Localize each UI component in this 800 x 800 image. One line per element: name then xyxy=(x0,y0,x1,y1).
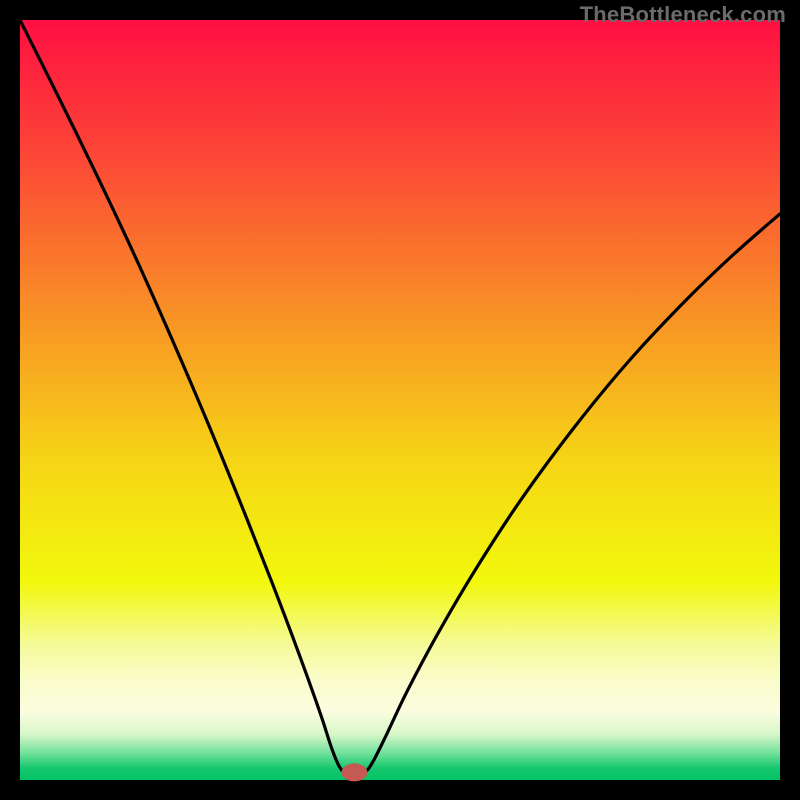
curve-minimum-marker xyxy=(341,763,367,781)
chart-stage: TheBottleneck.com xyxy=(0,0,800,800)
plot-area xyxy=(20,20,780,780)
bottleneck-chart xyxy=(0,0,800,800)
